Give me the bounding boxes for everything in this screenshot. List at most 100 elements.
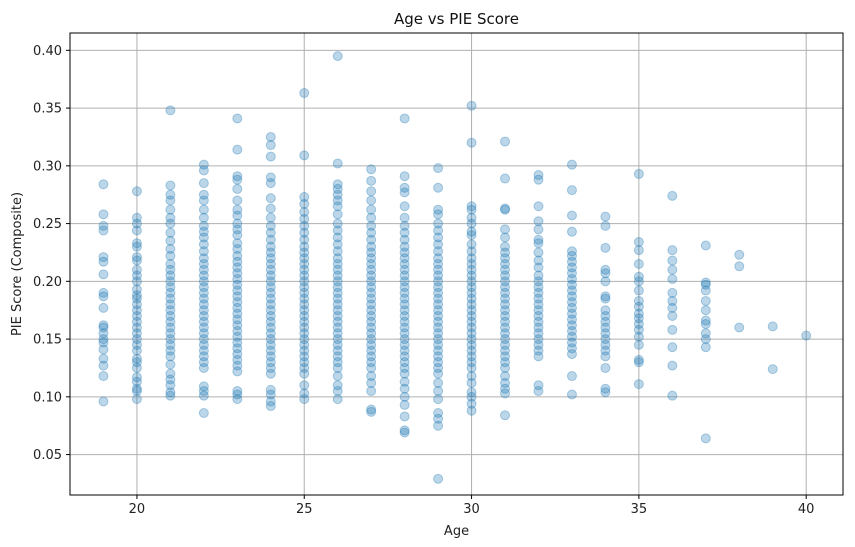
data-point <box>232 360 243 371</box>
data-point <box>399 287 410 298</box>
data-point <box>633 319 644 330</box>
data-point <box>566 331 577 342</box>
data-point <box>165 322 176 333</box>
data-point <box>232 230 243 241</box>
data-point <box>500 293 511 304</box>
data-point <box>433 394 444 405</box>
data-point <box>332 264 343 275</box>
data-point <box>399 113 410 124</box>
data-point <box>198 259 209 269</box>
data-point <box>265 345 276 356</box>
data-point <box>332 225 343 236</box>
data-point <box>500 388 511 399</box>
data-point <box>433 357 444 368</box>
data-point <box>265 362 276 373</box>
data-point <box>131 310 142 321</box>
data-point <box>265 287 276 298</box>
data-point <box>366 357 377 368</box>
data-point <box>98 337 109 348</box>
data-point <box>433 408 444 418</box>
data-point <box>198 195 209 206</box>
data-point <box>466 405 477 416</box>
data-point <box>600 268 611 279</box>
x-tick-label: 20 <box>129 502 146 517</box>
data-point <box>332 189 343 200</box>
x-tick-label: 30 <box>463 502 480 517</box>
data-point <box>198 386 209 397</box>
data-point <box>399 247 410 258</box>
data-point <box>466 387 477 398</box>
data-point <box>433 218 444 229</box>
data-point <box>131 357 142 368</box>
data-point <box>500 241 511 252</box>
data-point <box>198 339 209 350</box>
data-point <box>165 218 176 229</box>
data-point <box>198 212 209 223</box>
data-point <box>165 299 176 310</box>
data-point <box>466 334 477 345</box>
data-point <box>433 246 444 257</box>
data-point <box>198 232 209 243</box>
data-point <box>433 322 444 333</box>
data-point <box>466 293 477 304</box>
data-point <box>332 209 343 220</box>
data-point <box>332 246 343 257</box>
data-point <box>299 368 310 379</box>
data-point <box>265 401 276 412</box>
data-point <box>198 253 209 264</box>
data-point <box>165 287 176 298</box>
data-point <box>466 282 477 293</box>
data-point <box>366 164 377 175</box>
data-point <box>131 372 142 383</box>
data-point <box>232 394 243 405</box>
data-point <box>700 277 711 288</box>
data-point <box>399 357 410 368</box>
data-point <box>533 328 544 339</box>
data-point <box>165 243 176 254</box>
data-point <box>667 190 678 201</box>
data-point <box>265 282 276 293</box>
data-points <box>98 51 812 484</box>
data-point <box>533 234 544 245</box>
data-point <box>399 182 410 193</box>
data-point <box>131 252 142 263</box>
data-point <box>366 293 377 304</box>
data-point <box>700 315 711 326</box>
data-point <box>433 334 444 345</box>
data-point <box>533 351 544 362</box>
data-point <box>433 339 444 350</box>
data-point <box>165 293 176 304</box>
data-point <box>533 270 544 281</box>
data-point <box>332 351 343 362</box>
data-point <box>332 259 343 269</box>
data-point <box>533 174 544 185</box>
data-point <box>198 246 209 257</box>
data-point <box>299 310 310 321</box>
data-point <box>399 328 410 339</box>
data-point <box>533 345 544 356</box>
data-point <box>466 357 477 368</box>
data-point <box>131 328 142 339</box>
data-point <box>265 389 276 400</box>
data-point <box>165 328 176 339</box>
data-point <box>533 247 544 258</box>
data-point <box>98 225 109 236</box>
data-point <box>633 354 644 365</box>
data-point <box>366 234 377 245</box>
data-point <box>265 264 276 275</box>
data-point <box>198 408 209 418</box>
data-point <box>232 144 243 155</box>
data-point <box>232 256 243 267</box>
data-point <box>399 391 410 402</box>
y-tick-label: 0.30 <box>33 159 62 174</box>
data-point <box>332 394 343 405</box>
data-point <box>600 362 611 373</box>
data-point <box>633 168 644 179</box>
data-point <box>500 204 511 215</box>
data-point <box>500 224 511 235</box>
data-point <box>500 377 511 388</box>
data-point <box>98 209 109 220</box>
data-point <box>533 201 544 212</box>
data-point <box>466 362 477 373</box>
data-point <box>198 226 209 237</box>
